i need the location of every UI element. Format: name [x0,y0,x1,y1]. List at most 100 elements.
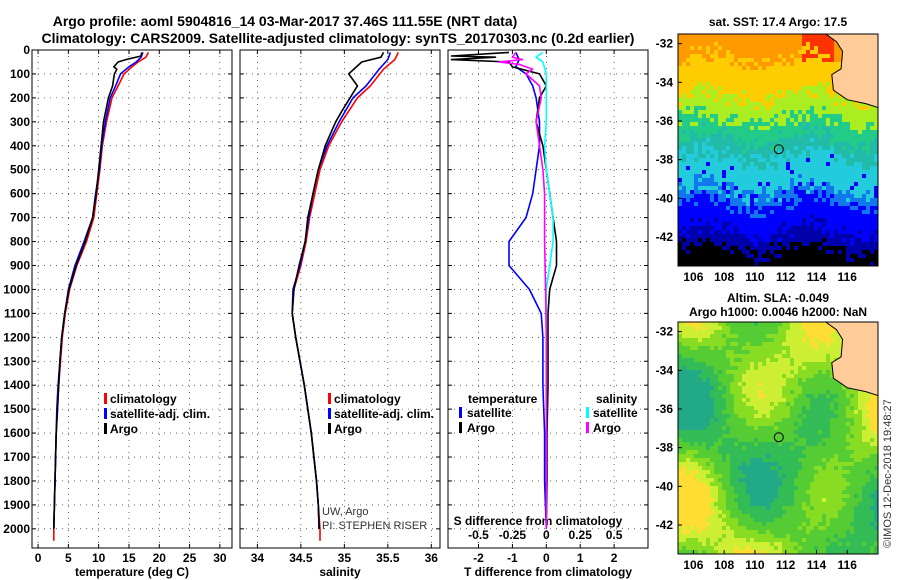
map-cell [802,102,807,107]
map-cell [766,222,771,227]
map-cell [726,170,731,175]
map-cell [706,374,711,379]
map-cell [814,378,819,383]
map-cell [698,186,703,191]
map-cell [754,58,759,63]
map-cell [770,170,775,175]
map-cell [718,74,723,79]
map-cell [818,134,823,139]
map-cell [730,414,735,419]
map-cell [778,190,783,195]
map-cell [814,206,819,211]
map-cell [850,206,855,211]
map-cell [806,106,811,111]
map-cell [774,166,779,171]
map-cell [786,338,791,343]
map-cell [798,106,803,111]
map-cell [810,210,815,215]
map-cell [806,378,811,383]
map-cell [786,406,791,411]
map-cell [678,106,683,111]
map-cell [794,202,799,207]
map-cell [810,38,815,43]
map-cell [702,190,707,195]
map-cell [802,418,807,423]
map-cell [718,210,723,215]
map-cell [854,390,859,395]
map-cell [798,66,803,71]
map-cell [742,66,747,71]
map-cell [738,390,743,395]
map-cell [774,346,779,351]
map-cell [798,434,803,439]
map-cell [758,398,763,403]
map-cell [722,346,727,351]
map-cell [822,98,827,103]
map-cell [754,430,759,435]
map-cell [834,190,839,195]
map-cell [742,82,747,87]
map-cell [818,206,823,211]
map-cell [810,50,815,55]
map-cell [818,110,823,115]
map-cell [822,214,827,219]
map-cell [758,402,763,407]
map-cell [874,174,878,179]
map-cell [798,410,803,415]
map-cell [766,390,771,395]
map-cell [698,34,703,39]
map-cell [866,118,871,123]
map-cell [874,454,878,459]
map-cell [702,326,707,331]
map-cell [818,254,823,259]
map-cell [706,98,711,103]
map-cell [702,362,707,367]
map-cell [794,330,799,335]
map-cell [778,34,783,39]
map-cell [802,370,807,375]
map-cell [682,146,687,151]
map-cell [814,450,819,455]
map-cell [766,138,771,143]
map-cell [722,330,727,335]
map-cell [710,174,715,179]
map-cell [858,206,863,211]
map-cell [862,206,867,211]
map-cell [706,106,711,111]
map-cell [682,262,687,266]
map-cell [774,406,779,411]
map-cell [838,338,843,343]
map-cell [818,202,823,207]
map-cell [730,126,735,131]
map-cell [786,186,791,191]
map-cell [722,42,727,47]
map-cell [814,46,819,51]
map-cell [822,42,827,47]
map-cell [734,102,739,107]
map-cell [714,418,719,423]
map-cell [810,134,815,139]
map-cell [774,246,779,251]
map-cell [742,422,747,427]
map-cell [706,166,711,171]
map-cell [726,166,731,171]
map-cell [826,342,831,347]
map-cell [830,238,835,243]
map-cell [694,138,699,143]
map-cell [842,142,847,147]
map-cell [710,34,715,39]
map-cell [690,170,695,175]
map-cell [734,74,739,79]
map-cell [698,410,703,415]
map-cell [722,178,727,183]
map-cell [842,434,847,439]
map-cell [698,222,703,227]
map-cell [814,70,819,75]
map-cell [874,122,878,127]
map-cell [738,430,743,435]
map-cell [750,122,755,127]
map-cell [770,134,775,139]
map-cell [702,198,707,203]
map-cell [806,386,811,391]
map-cell [866,426,871,431]
